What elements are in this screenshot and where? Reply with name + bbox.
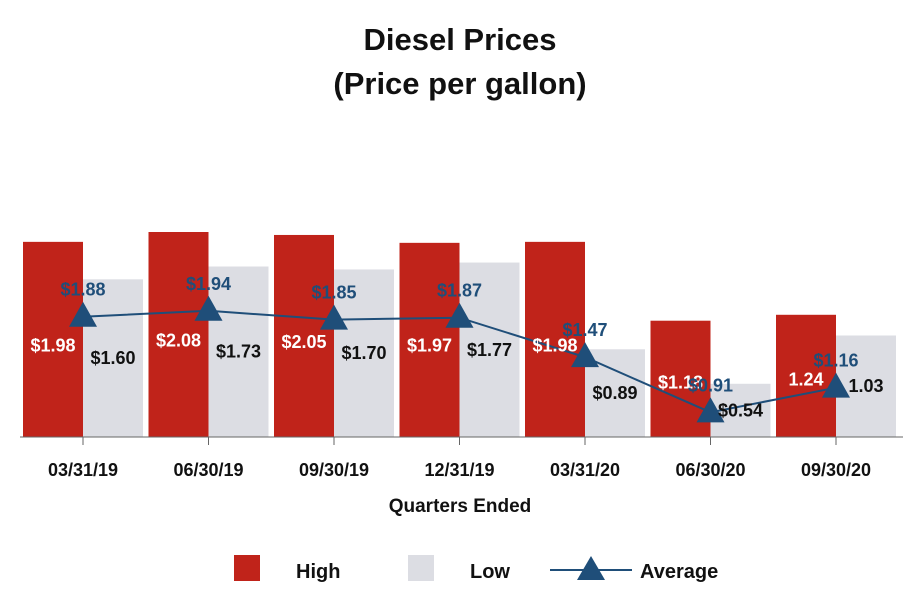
data-label-low: $1.73 — [216, 342, 261, 362]
x-axis-ticks: 03/31/19 06/30/19 09/30/19 12/31/19 03/31/20… — [48, 437, 871, 480]
data-label-high: $2.08 — [156, 331, 201, 351]
x-tick-label: 03/31/20 — [550, 460, 620, 480]
legend-low-label: Low — [470, 561, 510, 583]
average-line-layer — [69, 295, 850, 423]
chart-title: Diesel Prices — [363, 22, 556, 57]
bar-high-06/30/19 — [148, 232, 209, 437]
data-label-average: $1.16 — [813, 351, 858, 371]
average-marker-09/30/19 — [320, 304, 348, 330]
bar-high-03/31/20 — [525, 241, 585, 437]
bars-layer — [23, 232, 896, 437]
data-label-average: $1.88 — [60, 280, 105, 300]
data-label-high: $1.97 — [407, 336, 452, 356]
legend: High Low Average — [234, 555, 718, 583]
data-label-average: $0.91 — [688, 375, 733, 395]
data-label-high: $2.05 — [281, 332, 326, 352]
bar-high-12/31/19 — [399, 242, 460, 437]
average-marker-03/31/20 — [571, 342, 599, 368]
bar-high-03/31/19 — [23, 241, 83, 437]
data-label-low: $1.70 — [341, 343, 386, 363]
bar-low-06/30/19 — [208, 266, 269, 437]
legend-average-marker — [577, 556, 605, 580]
data-label-low: $1.60 — [90, 348, 135, 368]
bar-low-12/31/19 — [459, 262, 520, 437]
data-label-low: 1.03 — [848, 376, 883, 396]
data-label-low: $1.77 — [467, 340, 512, 360]
data-labels-layer: $1.98 $1.60 $2.08 $1.73 $2.05 $1.70 $1.97 $1.77… — [30, 274, 883, 421]
average-marker-06/30/20 — [696, 397, 725, 423]
x-tick-label: 09/30/20 — [801, 460, 871, 480]
average-marker-12/31/19 — [445, 302, 474, 328]
bar-low-09/30/19 — [334, 269, 394, 437]
average-marker-09/30/20 — [822, 372, 850, 398]
data-label-high: $1.98 — [30, 335, 75, 355]
bar-high-09/30/20 — [776, 314, 836, 437]
bar-low-09/30/20 — [836, 335, 896, 437]
chart-subtitle: (Price per gallon) — [333, 66, 586, 101]
bar-low-03/31/19 — [83, 279, 143, 437]
legend-low-swatch — [408, 555, 434, 581]
average-marker-06/30/19 — [194, 295, 223, 321]
x-tick-label: 06/30/20 — [675, 460, 745, 480]
data-label-high: $1.98 — [532, 335, 577, 355]
legend-high-label: High — [296, 561, 340, 583]
average-marker-03/31/19 — [69, 301, 97, 327]
legend-high-swatch — [234, 555, 260, 581]
x-tick-label: 06/30/19 — [173, 460, 243, 480]
bar-high-09/30/19 — [274, 234, 334, 437]
legend-average-label: Average — [640, 561, 718, 583]
x-axis-title: Quarters Ended — [389, 496, 532, 517]
data-label-average: $1.87 — [437, 281, 482, 301]
x-tick-label: 09/30/19 — [299, 460, 369, 480]
data-label-high: $1.18 — [658, 372, 703, 392]
data-label-average: $1.47 — [562, 320, 607, 340]
data-label-average: $1.85 — [311, 283, 356, 303]
data-label-average: $1.94 — [186, 274, 231, 294]
data-label-high: 1.24 — [788, 370, 823, 390]
x-tick-label: 12/31/19 — [424, 460, 494, 480]
data-label-low: $0.54 — [718, 400, 763, 420]
data-label-low: $0.89 — [592, 383, 637, 403]
x-tick-label: 03/31/19 — [48, 460, 118, 480]
